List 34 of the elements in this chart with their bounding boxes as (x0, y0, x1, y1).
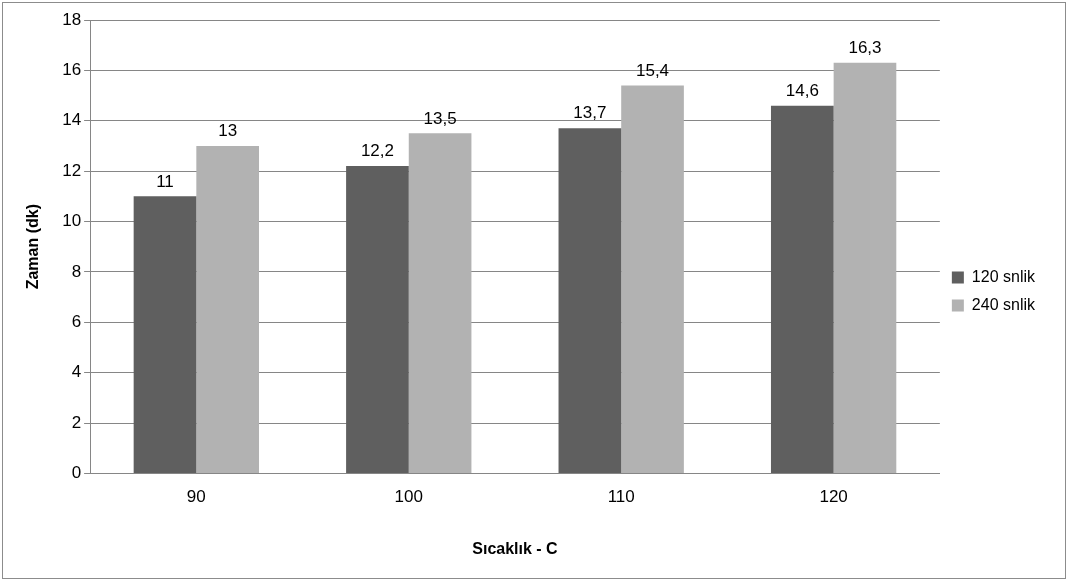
bar (770, 105, 834, 473)
bar (408, 133, 472, 473)
x-axis-title: Sıcaklık - C (472, 539, 559, 557)
bar (833, 62, 897, 473)
x-tick-label: 90 (186, 487, 206, 507)
x-tick-label: 120 (819, 487, 848, 507)
y-tick-label: 16 (62, 60, 82, 80)
data-label: 13,7 (573, 103, 607, 123)
data-label: 15,4 (635, 60, 670, 80)
data-label: 13 (218, 121, 238, 141)
y-tick-label: 6 (71, 311, 82, 331)
data-label: 13,5 (423, 108, 457, 128)
y-tick-label: 4 (71, 362, 82, 382)
data-label: 12,2 (360, 141, 394, 161)
bar (621, 85, 684, 473)
y-tick-label: 14 (62, 110, 82, 130)
bar (558, 128, 622, 473)
y-tick-label: 2 (71, 412, 82, 432)
data-label: 16,3 (848, 38, 882, 58)
data-label: 14,6 (785, 80, 819, 100)
legend-label: 120 snlik (971, 267, 1036, 285)
legend-label: 240 snlik (971, 295, 1036, 313)
x-tick-label: 100 (394, 487, 423, 507)
y-tick-label: 8 (71, 261, 82, 281)
y-tick-label: 10 (62, 211, 82, 231)
y-axis-title: Zaman (dk) (24, 204, 42, 290)
bar (196, 145, 259, 473)
x-tick-label: 110 (607, 487, 635, 507)
bar (346, 166, 409, 473)
data-label: 11 (156, 171, 174, 191)
y-tick-label: 18 (62, 9, 82, 29)
y-tick-label: 12 (62, 160, 82, 180)
bar (133, 196, 197, 473)
y-tick-label: 0 (71, 463, 82, 483)
